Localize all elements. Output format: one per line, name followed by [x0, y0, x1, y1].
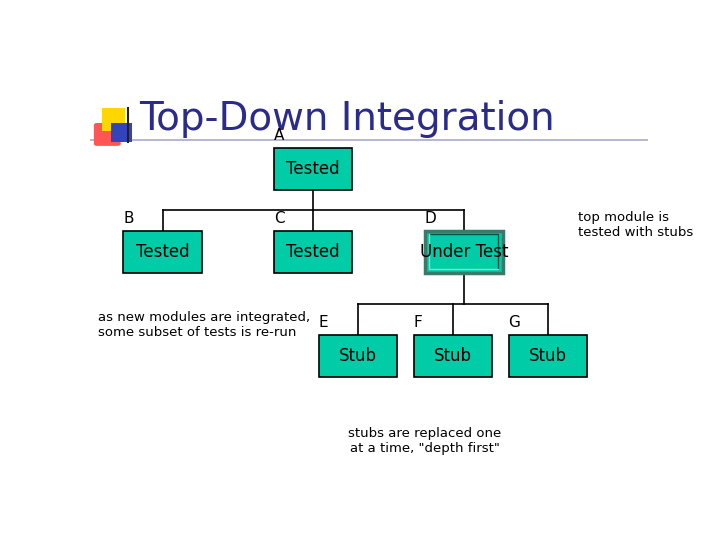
FancyBboxPatch shape	[508, 335, 587, 377]
Text: as new modules are integrated,
some subset of tests is re-run: as new modules are integrated, some subs…	[99, 310, 310, 339]
FancyBboxPatch shape	[274, 148, 352, 190]
Text: C: C	[274, 211, 285, 226]
FancyBboxPatch shape	[414, 335, 492, 377]
Text: F: F	[414, 315, 423, 330]
Bar	[111, 123, 132, 141]
Text: Top-Down Integration: Top-Down Integration	[139, 100, 554, 138]
Text: Stub: Stub	[528, 347, 567, 365]
Bar	[102, 109, 125, 131]
FancyBboxPatch shape	[124, 231, 202, 273]
FancyBboxPatch shape	[319, 335, 397, 377]
Text: Under Test: Under Test	[420, 243, 508, 261]
Text: stubs are replaced one
at a time, "depth first": stubs are replaced one at a time, "depth…	[348, 427, 501, 455]
Text: Stub: Stub	[433, 347, 472, 365]
Text: Stub: Stub	[339, 347, 377, 365]
Text: B: B	[124, 211, 134, 226]
FancyBboxPatch shape	[94, 123, 121, 146]
Text: Tested: Tested	[287, 160, 340, 178]
Text: D: D	[425, 211, 436, 226]
Text: A: A	[274, 128, 284, 143]
Text: E: E	[319, 315, 328, 330]
Text: G: G	[508, 315, 521, 330]
Text: Tested: Tested	[287, 243, 340, 261]
Text: top module is
tested with stubs: top module is tested with stubs	[578, 211, 693, 239]
Text: Tested: Tested	[136, 243, 189, 261]
FancyBboxPatch shape	[274, 231, 352, 273]
FancyBboxPatch shape	[425, 231, 503, 273]
